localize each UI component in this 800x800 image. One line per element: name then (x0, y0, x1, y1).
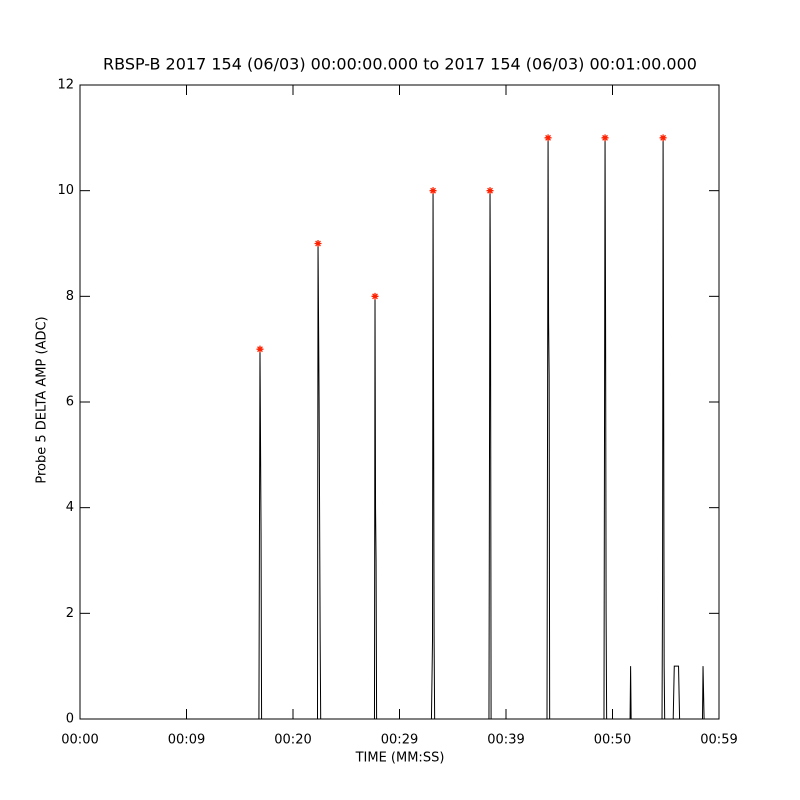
data-line (80, 137, 719, 720)
peak-marker (601, 134, 609, 142)
y-tick-label: 2 (66, 606, 74, 621)
plot-frame (79, 84, 720, 720)
y-tick-label: 6 (66, 395, 74, 410)
x-tick-label: 00:00 (61, 733, 98, 748)
chart-title: RBSP-B 2017 154 (06/03) 00:00:00.000 to … (103, 55, 697, 74)
x-tick-label: 00:29 (381, 733, 418, 748)
x-tick-label: 00:20 (274, 733, 311, 748)
x-tick-label: 00:09 (168, 733, 205, 748)
y-tick-label: 10 (57, 183, 74, 198)
x-tick-label: 00:59 (700, 733, 737, 748)
x-tick-label: 00:39 (487, 733, 524, 748)
peak-marker (314, 240, 322, 247)
y-axis-label: Probe 5 DELTA AMP (ADC) (35, 316, 50, 483)
x-axis-label: TIME (MM:SS) (355, 751, 445, 766)
y-tick-label: 12 (57, 78, 74, 93)
peak-marker (371, 292, 379, 300)
peak-marker (486, 187, 494, 195)
peak-marker (659, 134, 667, 142)
peak-marker (256, 345, 264, 353)
y-tick-label: 4 (66, 500, 74, 515)
peak-marker (544, 134, 552, 142)
peak-marker (429, 187, 437, 195)
x-tick-label: 00:50 (594, 733, 631, 748)
y-tick-label: 8 (66, 289, 74, 304)
y-tick-label: 0 (66, 712, 74, 727)
